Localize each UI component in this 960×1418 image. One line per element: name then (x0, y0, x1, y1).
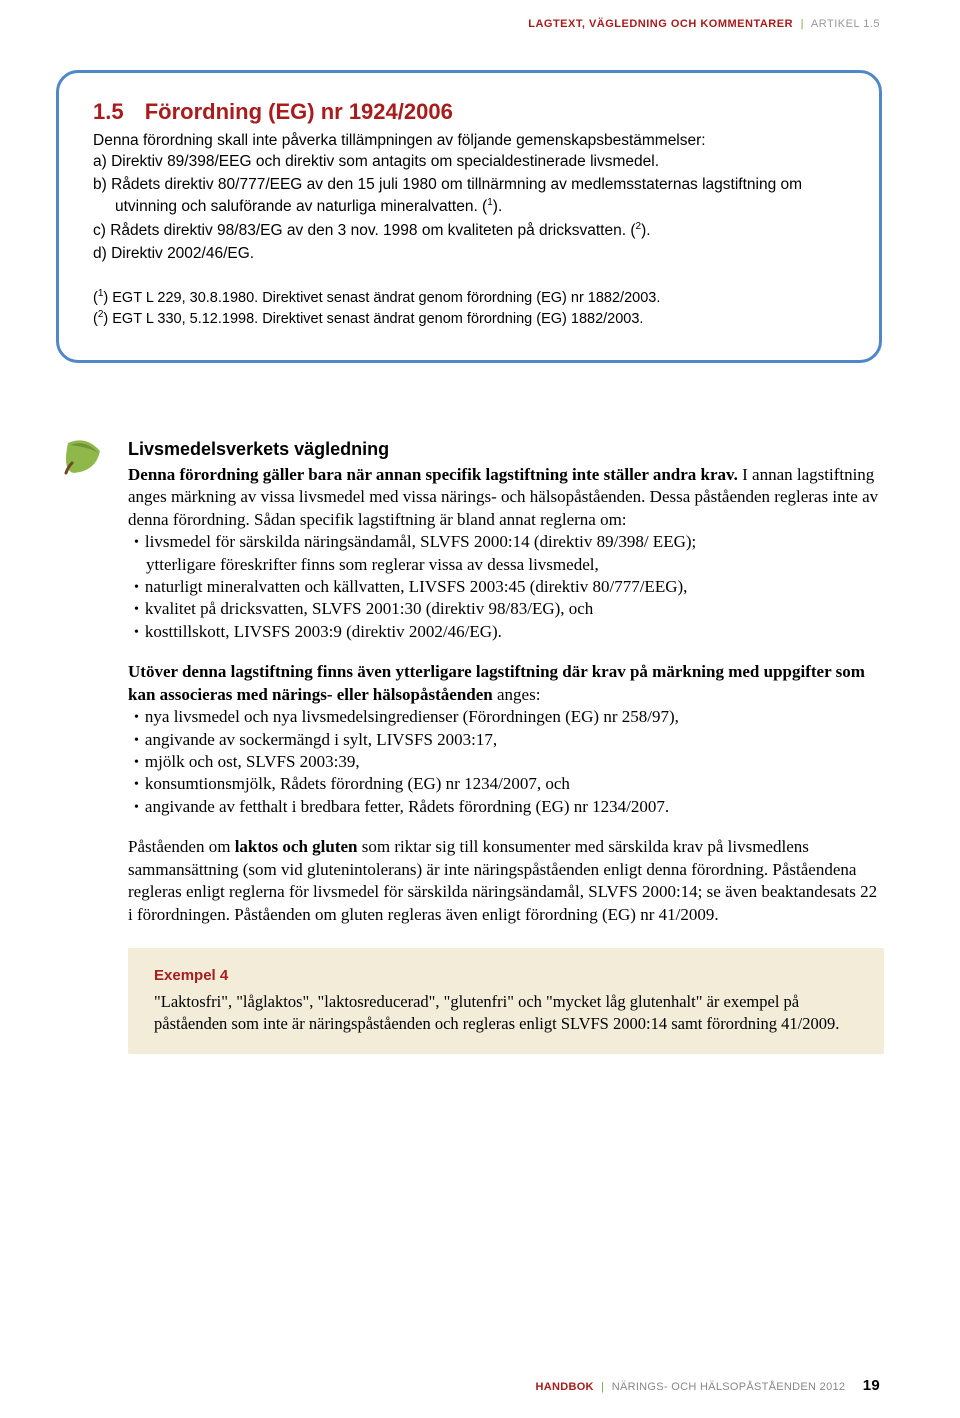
guidance-section: Livsmedelsverkets vägledning Denna föror… (128, 438, 884, 1054)
bullet2-3: mjölk och ost, SLVFS 2003:39, (128, 751, 884, 773)
box-number: 1.5 (93, 99, 124, 124)
footer: HANDBOK | NÄRINGS- OCH HÄLSOPÅSTÅENDEN 2… (535, 1377, 880, 1394)
header-category: LAGTEXT, VÄGLEDNING OCH KOMMENTARER (528, 18, 793, 30)
footer-separator: | (601, 1381, 604, 1393)
box-title: Förordning (EG) nr 1924/2006 (145, 99, 453, 124)
header-separator: | (801, 18, 804, 30)
bullet-3: kvalitet på dricksvatten, SLVFS 2001:30 … (128, 598, 884, 620)
footer-subtitle: NÄRINGS- OCH HÄLSOPÅSTÅENDEN 2012 (612, 1381, 846, 1393)
footnote-2: (2) EGT L 330, 5.12.1998. Direktivet sen… (93, 308, 845, 329)
bullet2-5: angivande av fetthalt i bredbara fetter,… (128, 796, 884, 818)
footnote-1: (1) EGT L 229, 30.8.1980. Direktivet sen… (93, 287, 845, 308)
example-title: Exempel 4 (154, 966, 858, 986)
example-text: "Laktosfri", "låglaktos", "laktosreducer… (154, 991, 858, 1035)
guidance-p3: Påståenden om laktos och gluten som rikt… (128, 836, 884, 926)
box-item-a: a) Direktiv 89/398/EEG och direktiv som … (93, 152, 845, 173)
bullet2-2: angivande av sockermängd i sylt, LIVSFS … (128, 729, 884, 751)
bullet-1b: ytterligare föreskrifter finns som regle… (128, 554, 884, 576)
example-box: Exempel 4 "Laktosfri", "låglaktos", "lak… (128, 948, 884, 1054)
box-body: Denna förordning skall inte påverka till… (93, 131, 845, 265)
bullet2-1: nya livsmedel och nya livsmedelsingredie… (128, 706, 884, 728)
page-number: 19 (863, 1377, 880, 1394)
bullet-1a: livsmedel för särskilda näringsändamål, … (128, 531, 884, 553)
leaf-icon (56, 433, 104, 486)
header-article: ARTIKEL 1.5 (811, 18, 880, 30)
bullet-4: kosttillskott, LIVSFS 2003:9 (direktiv 2… (128, 621, 884, 643)
box-footnotes: (1) EGT L 229, 30.8.1980. Direktivet sen… (93, 287, 845, 330)
box-intro: Denna förordning skall inte påverka till… (93, 131, 845, 152)
running-header: LAGTEXT, VÄGLEDNING OCH KOMMENTARER | AR… (528, 18, 880, 30)
box-item-c: c) Rådets direktiv 98/83/EG av den 3 nov… (93, 220, 845, 242)
guidance-p2: Utöver denna lagstiftning finns även ytt… (128, 661, 884, 706)
box-item-b: b) Rådets direktiv 80/777/EEG av den 15 … (93, 175, 845, 218)
bullet-2: naturligt mineralvatten och källvatten, … (128, 576, 884, 598)
regulation-box: 1.5 Förordning (EG) nr 1924/2006 Denna f… (56, 70, 882, 363)
guidance-title: Livsmedelsverkets vägledning (128, 438, 884, 462)
guidance-p1: Denna förordning gäller bara när annan s… (128, 464, 884, 531)
bullet2-4: konsumtionsmjölk, Rådets förordning (EG)… (128, 773, 884, 795)
box-item-d: d) Direktiv 2002/46/EG. (93, 244, 845, 265)
footer-handbok: HANDBOK (535, 1381, 593, 1393)
